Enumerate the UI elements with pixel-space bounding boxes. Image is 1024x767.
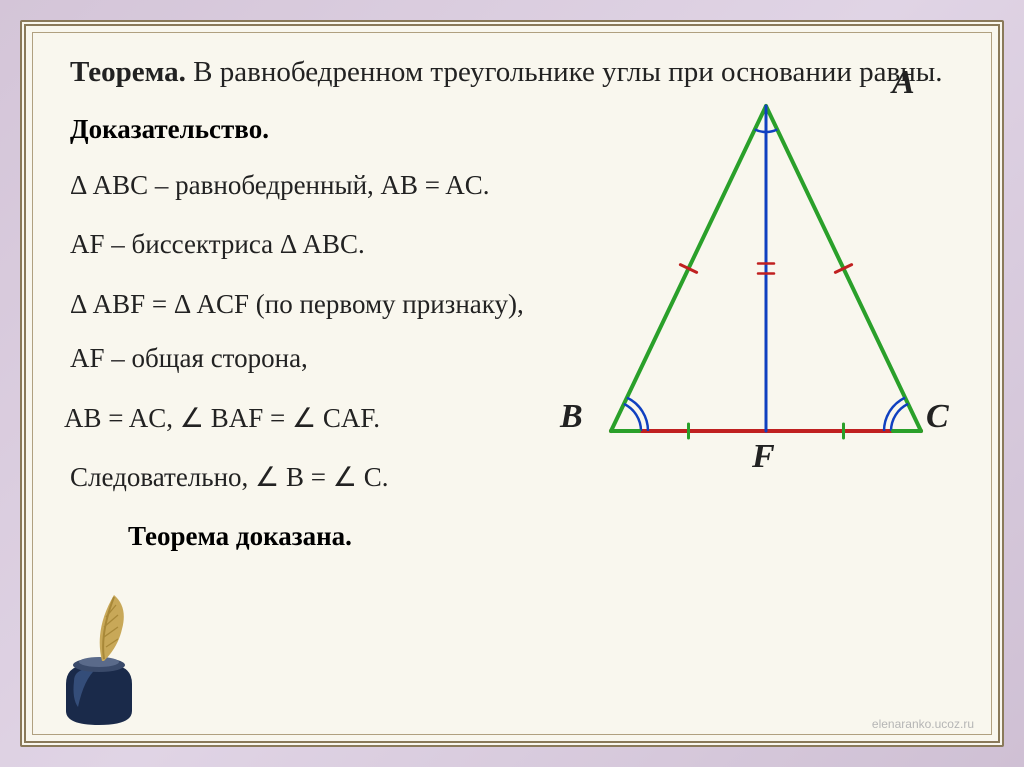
vertex-label-b: B [560,398,583,436]
triangle-svg [566,86,966,486]
proof-step-2: AF – биссектриса Δ ABC. [70,228,630,262]
proof-step-6: Следовательно, ∠ B = ∠ C. [70,461,630,495]
theorem-text: В равнобедренном треугольнике углы при о… [186,56,943,88]
triangle-diagram: A B C F [566,86,966,516]
proof-step-1: Δ ABC – равнобедренный, AB = AC. [70,169,630,203]
proof-conclusion: Теорема доказана. [128,521,630,552]
proof-step-4: AF – общая сторона, [70,342,630,376]
content-frame: Теорема. В равнобедренном треугольнике у… [20,20,1004,747]
proof-column: Доказательство. Δ ABC – равнобедренный, … [70,114,630,553]
proof-step-3: Δ ABF = Δ ACF (по первому признаку), [70,288,630,322]
vertex-label-c: C [926,398,949,436]
vertex-label-a: A [892,64,915,102]
watermark: elenaranko.ucoz.ru [872,717,974,731]
slide-background: Теорема. В равнобедренном треугольнике у… [0,0,1024,767]
content-area: Доказательство. Δ ABC – равнобедренный, … [70,114,960,681]
proof-step-5: AB = AC, ∠ BAF = ∠ CAF. [64,402,630,436]
theorem-label: Теорема. [70,56,186,88]
inkwell-svg [44,589,154,729]
inkwell-decoration [44,589,154,729]
proof-heading: Доказательство. [70,114,630,145]
vertex-label-f: F [752,438,775,476]
